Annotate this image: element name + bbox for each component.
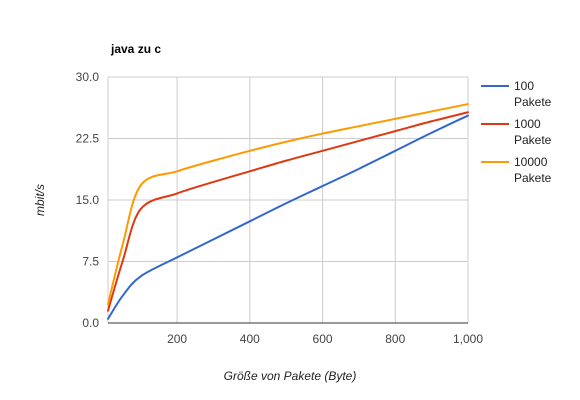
y-tick-label: 15.0 [76,193,100,207]
series-line [107,111,469,312]
legend-label: 1000 [514,117,541,131]
y-tick-label: 30.0 [76,70,100,84]
gridlines [107,76,469,324]
x-tick-label: 800 [385,332,405,346]
legend-label: Pakete [514,95,552,109]
x-tick-label: 1,000 [453,332,483,346]
legend-label: 100 [514,79,534,93]
y-tick-label: 0.0 [82,316,99,330]
legend: 100 Pakete 1000 Pakete 10000 Pakete [481,79,552,185]
y-tick-label: 22.5 [76,132,100,146]
series-line [107,114,469,320]
legend-label: 10000 [514,155,548,169]
legend-label: Pakete [514,171,552,185]
series-line [107,103,469,306]
x-tick-label: 200 [167,332,187,346]
series-lines [107,103,469,320]
y-axis-title: mbit/s [33,184,47,216]
chart-title: java zu c [110,42,161,56]
x-tick-label: 600 [313,332,333,346]
x-axis-title: Größe von Pakete (Byte) [224,369,357,383]
y-axis-ticks: 0.0 7.5 15.0 22.5 30.0 [76,70,100,330]
legend-label: Pakete [514,133,552,147]
y-tick-label: 7.5 [82,255,99,269]
x-tick-label: 400 [240,332,260,346]
x-axis-ticks: 200 400 600 800 1,000 [167,332,483,346]
